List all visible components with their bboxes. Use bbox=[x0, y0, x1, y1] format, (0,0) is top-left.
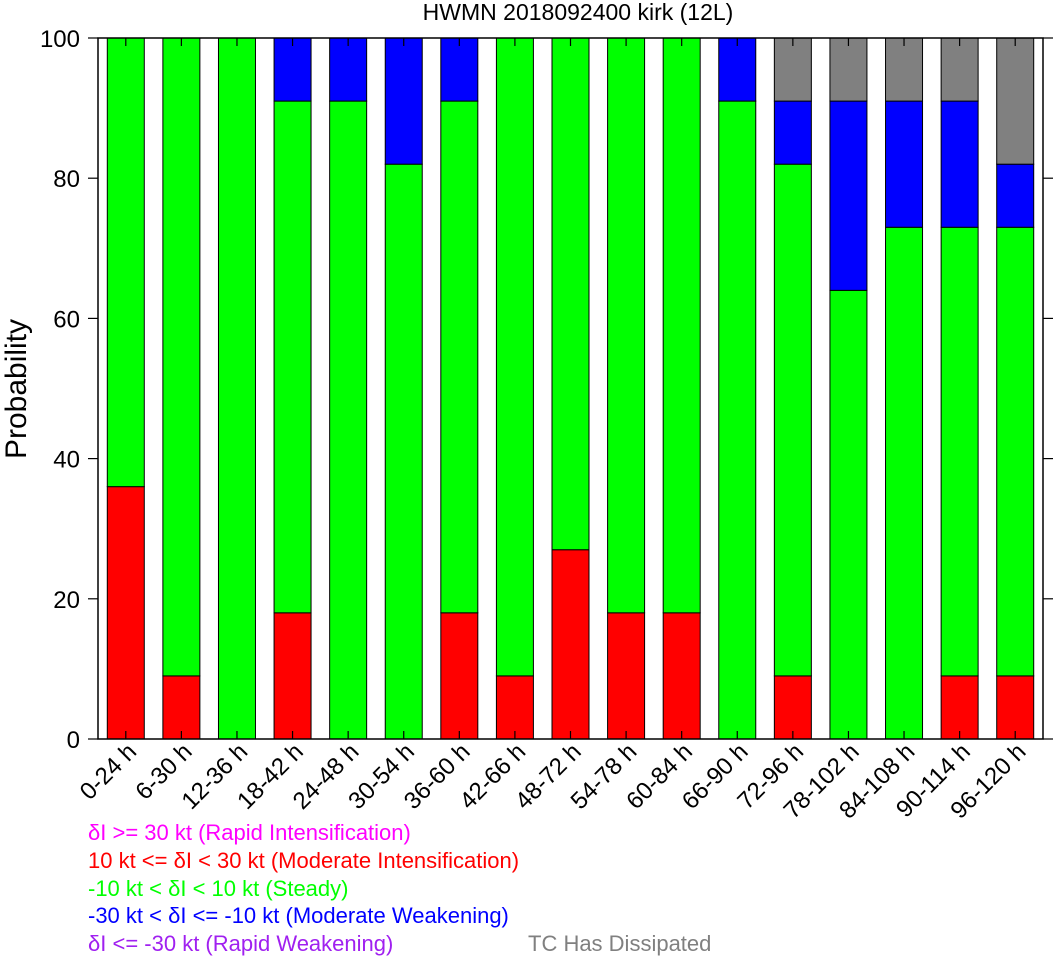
bar-segment-moderate-intensification bbox=[996, 675, 1035, 740]
y-axis-title: Probability bbox=[0, 319, 33, 459]
x-tick-label: 0-24 h bbox=[75, 738, 142, 805]
y-tick-label: 20 bbox=[53, 587, 80, 614]
bar-segment-steady bbox=[106, 37, 145, 488]
legend-label: δI >= 30 kt (Rapid Intensification) bbox=[88, 820, 411, 845]
bar-segment-steady bbox=[940, 226, 979, 677]
bar-segment-moderate-weakening bbox=[996, 163, 1035, 228]
bar-segment-moderate-intensification bbox=[773, 675, 812, 740]
bar-segment-steady bbox=[662, 37, 701, 614]
bar-segment-moderate-weakening bbox=[829, 100, 868, 291]
bar-segment-moderate-weakening bbox=[718, 37, 757, 102]
bar-segment-steady bbox=[551, 37, 590, 551]
bar-segment-moderate-weakening bbox=[940, 100, 979, 228]
bar-segment-steady bbox=[829, 289, 868, 740]
bar-segment-steady bbox=[885, 226, 924, 740]
bar-segment-dissipated bbox=[773, 37, 812, 102]
bars-layer bbox=[106, 37, 1035, 740]
bar-segment-moderate-intensification bbox=[662, 612, 701, 740]
legend-item-moderate-intensification: 10 kt <= δI < 30 kt (Moderate Intensific… bbox=[88, 848, 519, 874]
bar-segment-steady bbox=[440, 100, 479, 614]
legend-item-steady: -10 kt < δI < 10 kt (Steady) bbox=[88, 876, 348, 902]
bar-segment-moderate-weakening bbox=[384, 37, 423, 165]
bar-segment-moderate-intensification bbox=[495, 675, 534, 740]
bar-segment-moderate-weakening bbox=[773, 100, 812, 165]
bar-segment-dissipated bbox=[996, 37, 1035, 165]
legend-label: -10 kt < δI < 10 kt (Steady) bbox=[88, 876, 349, 901]
plot-frame bbox=[97, 37, 1044, 740]
legend-label: 10 kt <= δI < 30 kt (Moderate Intensific… bbox=[88, 848, 520, 873]
legend-item-dissipated: TC Has Dissipated bbox=[528, 931, 711, 957]
legend-item-rapid-weakening: δI <= -30 kt (Rapid Weakening) bbox=[88, 931, 393, 957]
bar-segment-moderate-intensification bbox=[106, 486, 145, 740]
bar-segment-dissipated bbox=[829, 37, 868, 102]
bar-segment-steady bbox=[718, 100, 757, 740]
y-tick-label: 80 bbox=[53, 166, 80, 193]
bar-segment-steady bbox=[996, 226, 1035, 677]
bar-segment-steady bbox=[607, 37, 646, 614]
bar-segment-steady bbox=[329, 100, 368, 740]
bar-segment-steady bbox=[273, 100, 312, 614]
legend-item-moderate-weakening: -30 kt < δI <= -10 kt (Moderate Weakenin… bbox=[88, 903, 509, 929]
bar-segment-steady bbox=[217, 37, 256, 740]
bar-segment-steady bbox=[162, 37, 201, 677]
y-tick-label: 0 bbox=[67, 727, 80, 754]
y-tick-label: 100 bbox=[40, 26, 80, 53]
legend-label: TC Has Dissipated bbox=[528, 931, 712, 956]
bar-segment-moderate-weakening bbox=[273, 37, 312, 102]
bar-segment-moderate-weakening bbox=[440, 37, 479, 102]
bar-segment-dissipated bbox=[940, 37, 979, 102]
bar-segment-moderate-intensification bbox=[273, 612, 312, 740]
bar-segment-moderate-weakening bbox=[885, 100, 924, 228]
bar-segment-moderate-intensification bbox=[440, 612, 479, 740]
y-tick-label: 60 bbox=[53, 306, 80, 333]
y-tick-label: 40 bbox=[53, 447, 80, 474]
bar-segment-moderate-intensification bbox=[607, 612, 646, 740]
legend-label: -30 kt < δI <= -10 kt (Moderate Weakenin… bbox=[88, 903, 509, 928]
bar-segment-moderate-weakening bbox=[329, 37, 368, 102]
bar-segment-dissipated bbox=[885, 37, 924, 102]
chart-title: HWMN 2018092400 kirk (12L) bbox=[423, 0, 734, 25]
legend-label: δI <= -30 kt (Rapid Weakening) bbox=[88, 931, 394, 956]
bar-segment-moderate-intensification bbox=[162, 675, 201, 740]
bar-segment-moderate-intensification bbox=[940, 675, 979, 740]
legend-item-rapid-intensification: δI >= 30 kt (Rapid Intensification) bbox=[88, 820, 411, 846]
bar-segment-steady bbox=[384, 163, 423, 740]
bar-segment-steady bbox=[773, 163, 812, 677]
bar-segment-moderate-intensification bbox=[551, 549, 590, 740]
bar-segment-steady bbox=[495, 37, 534, 677]
